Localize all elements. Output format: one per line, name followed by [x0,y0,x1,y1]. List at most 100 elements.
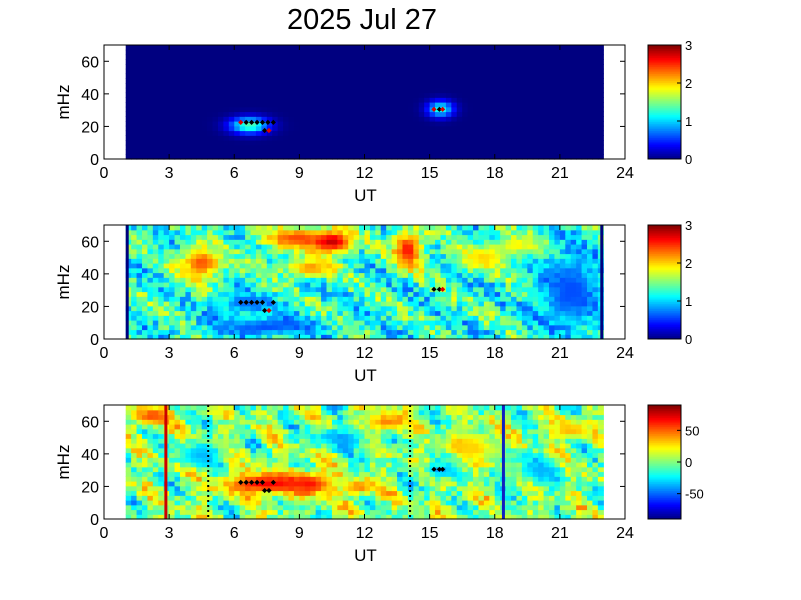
heatmap-cell [136,263,143,269]
heatmap-cell [223,277,230,283]
heatmap-cell [212,102,219,108]
heatmap-cell [489,116,496,122]
heatmap-cell [234,282,241,288]
heatmap-cell [223,504,230,511]
heatmap-cell [304,59,311,65]
heatmap-cell [250,334,257,340]
heatmap-cell [207,334,214,340]
heatmap-cell [228,87,235,94]
heatmap-cell [288,135,295,141]
heatmap-cell [288,267,295,274]
heatmap-cell [147,495,154,501]
heatmap-cell [451,144,458,151]
heatmap-cell [505,334,512,340]
heatmap-cell [152,229,159,236]
heatmap-cell [245,320,252,326]
heatmap-cell [212,495,219,501]
heatmap-cell [576,253,583,259]
heatmap-cell [505,135,512,141]
heatmap-cell [467,229,474,236]
heatmap-cell [456,64,463,70]
heatmap-cell [478,267,485,274]
heatmap-cell [152,443,159,449]
heatmap-cell [304,116,311,122]
heatmap-cell [212,54,219,60]
heatmap-cell [169,452,176,458]
heatmap-cell [250,253,257,259]
heatmap-cell [207,239,214,245]
colorbar-step [648,46,681,50]
heatmap-cell [163,258,170,264]
heatmap-cell [272,111,279,117]
heatmap-cell [250,329,257,335]
heatmap-cell [386,83,393,89]
heatmap-cell [277,97,284,103]
heatmap-cell [158,305,165,312]
heatmap-cell [407,54,414,60]
heatmap-cell [299,334,306,340]
heatmap-cell [456,78,463,84]
heatmap-cell [147,68,154,75]
heatmap-cell [494,106,501,113]
heatmap-cell [397,329,404,335]
heatmap-cell [136,111,143,117]
event-marker [436,286,442,292]
heatmap-cell [179,329,187,335]
heatmap-cell [505,324,512,331]
heatmap-cell [331,45,338,51]
y-tick-label: 0 [90,332,99,349]
heatmap-cell [559,87,566,94]
heatmap-cell [207,258,214,264]
heatmap-cell [141,305,149,312]
heatmap-cell [331,258,338,264]
heatmap-cell [207,277,214,283]
heatmap-cell [245,239,252,245]
heatmap-cell [201,225,208,231]
heatmap-cell [136,500,143,506]
heatmap-cell [299,234,306,240]
heatmap-cell [315,149,322,155]
heatmap-cell [380,68,387,75]
heatmap-cell [174,301,181,307]
heatmap-cell [223,92,230,98]
heatmap-cell [234,504,241,511]
heatmap-cell [223,64,230,70]
heatmap-cell [494,320,501,326]
heatmap-cell [494,296,501,302]
heatmap-cell [538,102,545,108]
heatmap-cell [288,253,295,259]
heatmap-cell [369,83,376,89]
heatmap-cell [353,244,360,250]
heatmap-cell [185,466,192,473]
heatmap-cell [337,106,344,113]
colorbar-step [648,80,681,83]
heatmap-cell [505,106,512,113]
heatmap-cell [174,83,181,89]
heatmap-cell [174,45,181,51]
heatmap-cell [467,291,474,297]
heatmap-cell [304,282,311,288]
heatmap-cell [217,92,224,98]
heatmap-cell [521,64,528,70]
heatmap-cell [261,229,268,236]
heatmap-cell [250,301,257,307]
heatmap-cell [331,121,338,127]
heatmap-cell [440,83,447,89]
heatmap-cell [342,225,349,231]
heatmap-cell [570,54,577,60]
heatmap-cell [217,329,224,335]
heatmap-cell [245,229,252,236]
heatmap-cell [125,130,132,136]
heatmap-cell [424,253,431,259]
heatmap-cell [152,433,159,439]
heatmap-cell [136,229,143,236]
heatmap-cell [456,234,463,240]
heatmap-cell [500,121,507,127]
heatmap-cell [380,45,387,51]
heatmap-cell [185,457,192,463]
heatmap-cells [125,405,604,520]
heatmap-cell [331,68,338,75]
heatmap-cell [397,149,404,155]
heatmap-cell [321,229,328,236]
heatmap-cell [543,106,550,113]
